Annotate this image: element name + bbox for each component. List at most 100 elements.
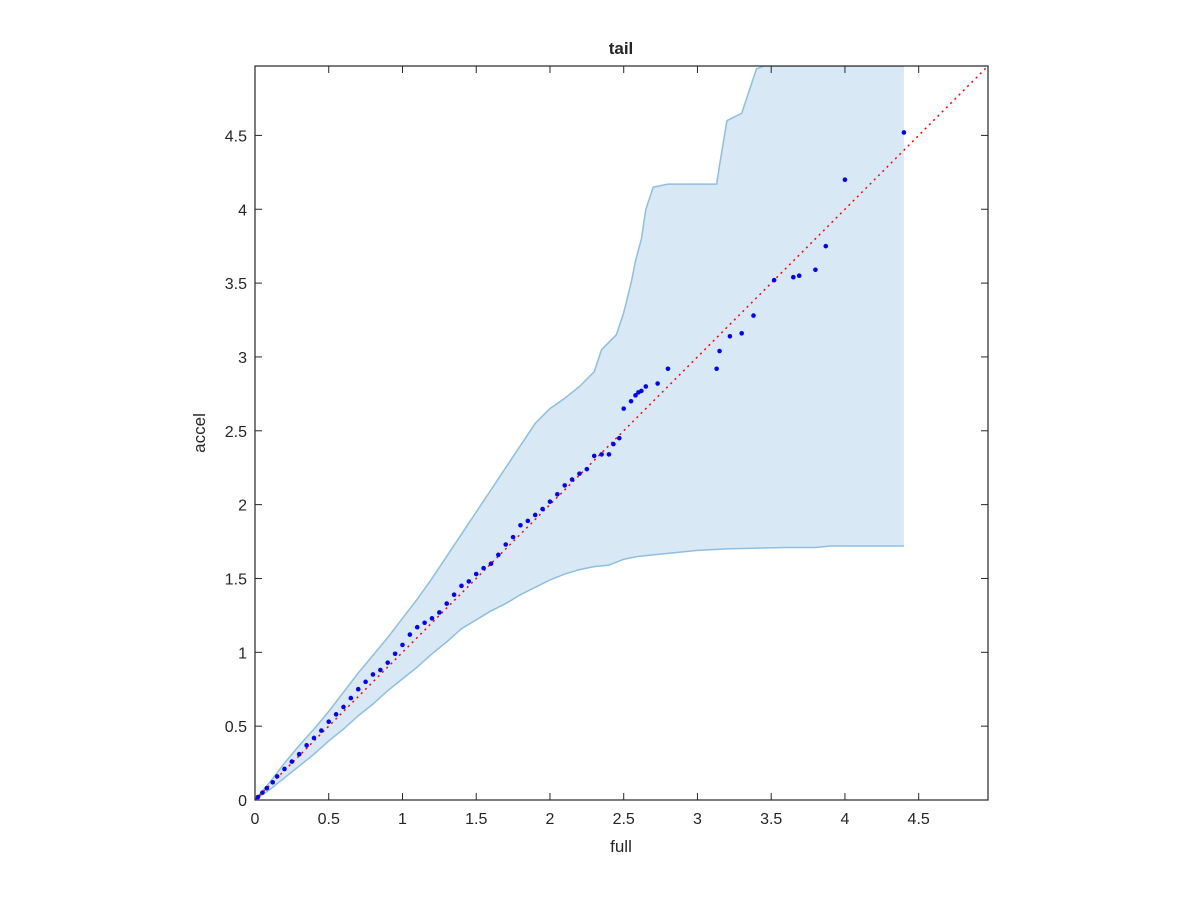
data-point (296, 751, 302, 757)
x-tick-label: 3.5 (760, 811, 782, 828)
x-tick-label: 2.5 (613, 811, 635, 828)
y-tick-label: 1.5 (225, 571, 247, 588)
data-point (326, 719, 332, 725)
data-point (451, 592, 457, 598)
data-point (378, 667, 383, 673)
data-point (473, 571, 479, 577)
x-tick-label: 0 (251, 811, 260, 828)
data-point (264, 785, 270, 791)
data-point (591, 453, 597, 459)
x-axis-label: full (610, 837, 632, 856)
data-point (555, 491, 560, 497)
data-point (577, 471, 582, 476)
data-point (739, 331, 745, 336)
data-point (255, 794, 261, 800)
data-point (260, 790, 265, 795)
data-point (532, 512, 538, 518)
data-point (370, 672, 376, 677)
x-axis-ticks: 0 0.5 1 1.5 2 2.5 3 3.5 4 4.5 (251, 66, 930, 828)
y-tick-label: 0.5 (225, 719, 247, 736)
data-points-layer (255, 130, 907, 800)
data-point (400, 642, 405, 648)
chart-title: tail (609, 39, 634, 58)
data-point (496, 552, 501, 558)
data-point (407, 632, 413, 637)
y-axis-ticks: 0 0.5 1 1.5 2 2.5 3 3.5 4 4.5 (225, 128, 988, 810)
data-point (633, 393, 638, 398)
data-point (348, 695, 354, 701)
data-point (392, 651, 398, 657)
data-point (289, 759, 295, 764)
data-point (282, 766, 287, 772)
x-tick-label: 0.5 (318, 811, 340, 828)
data-point (429, 616, 435, 621)
data-point (341, 704, 346, 710)
data-point (813, 267, 818, 273)
data-point (414, 624, 420, 630)
data-point (655, 381, 660, 386)
data-point (599, 452, 604, 457)
y-tick-label: 3 (238, 350, 247, 367)
data-point (665, 366, 671, 372)
data-point (791, 274, 796, 280)
data-point (444, 601, 450, 606)
data-point (481, 565, 486, 571)
y-tick-label: 2.5 (225, 424, 247, 441)
x-tick-label: 4 (840, 811, 849, 828)
data-point (569, 477, 575, 482)
data-point (771, 277, 777, 283)
data-point (842, 177, 848, 183)
identity-reference-line (255, 66, 988, 800)
y-tick-label: 3.5 (225, 276, 247, 293)
data-point (796, 273, 802, 279)
data-point (274, 774, 280, 779)
data-point (751, 313, 756, 318)
data-point (540, 506, 545, 512)
data-point (363, 679, 368, 685)
confidence-band-upper (255, 66, 904, 800)
data-point (333, 712, 339, 717)
data-point (628, 398, 634, 404)
data-point (525, 518, 531, 524)
data-point (422, 620, 427, 626)
data-point (319, 728, 324, 733)
confidence-band-lower (255, 545, 904, 800)
axes-box (254, 65, 989, 801)
data-point (717, 348, 722, 354)
data-point (270, 779, 275, 785)
data-point (355, 686, 361, 692)
x-tick-label: 1.5 (465, 811, 487, 828)
data-point (606, 452, 612, 457)
data-point (611, 441, 616, 447)
y-tick-label: 0 (238, 793, 247, 810)
data-point (643, 384, 649, 389)
data-point (621, 406, 627, 411)
y-tick-label: 1 (238, 645, 247, 662)
data-point (311, 735, 317, 741)
data-point (437, 610, 442, 615)
reference-line-layer (255, 66, 988, 800)
data-point (584, 466, 590, 472)
y-tick-label: 4.5 (225, 128, 247, 145)
data-point (503, 542, 509, 547)
y-tick-label: 2 (238, 498, 247, 515)
data-point (823, 243, 829, 249)
data-point (727, 333, 733, 339)
data-point (518, 523, 523, 528)
data-point (510, 534, 516, 540)
data-point (459, 583, 464, 589)
data-point (901, 130, 907, 135)
data-point (639, 388, 644, 394)
data-point (488, 561, 494, 567)
data-point (304, 743, 309, 748)
x-tick-label: 4.5 (908, 811, 930, 828)
confidence-band-fill (255, 66, 904, 800)
y-axis-label: accel (190, 413, 209, 453)
x-tick-label: 1 (398, 811, 407, 828)
data-point (616, 435, 622, 441)
x-tick-label: 2 (546, 811, 555, 828)
x-tick-label: 3 (693, 811, 702, 828)
data-point (385, 660, 391, 665)
